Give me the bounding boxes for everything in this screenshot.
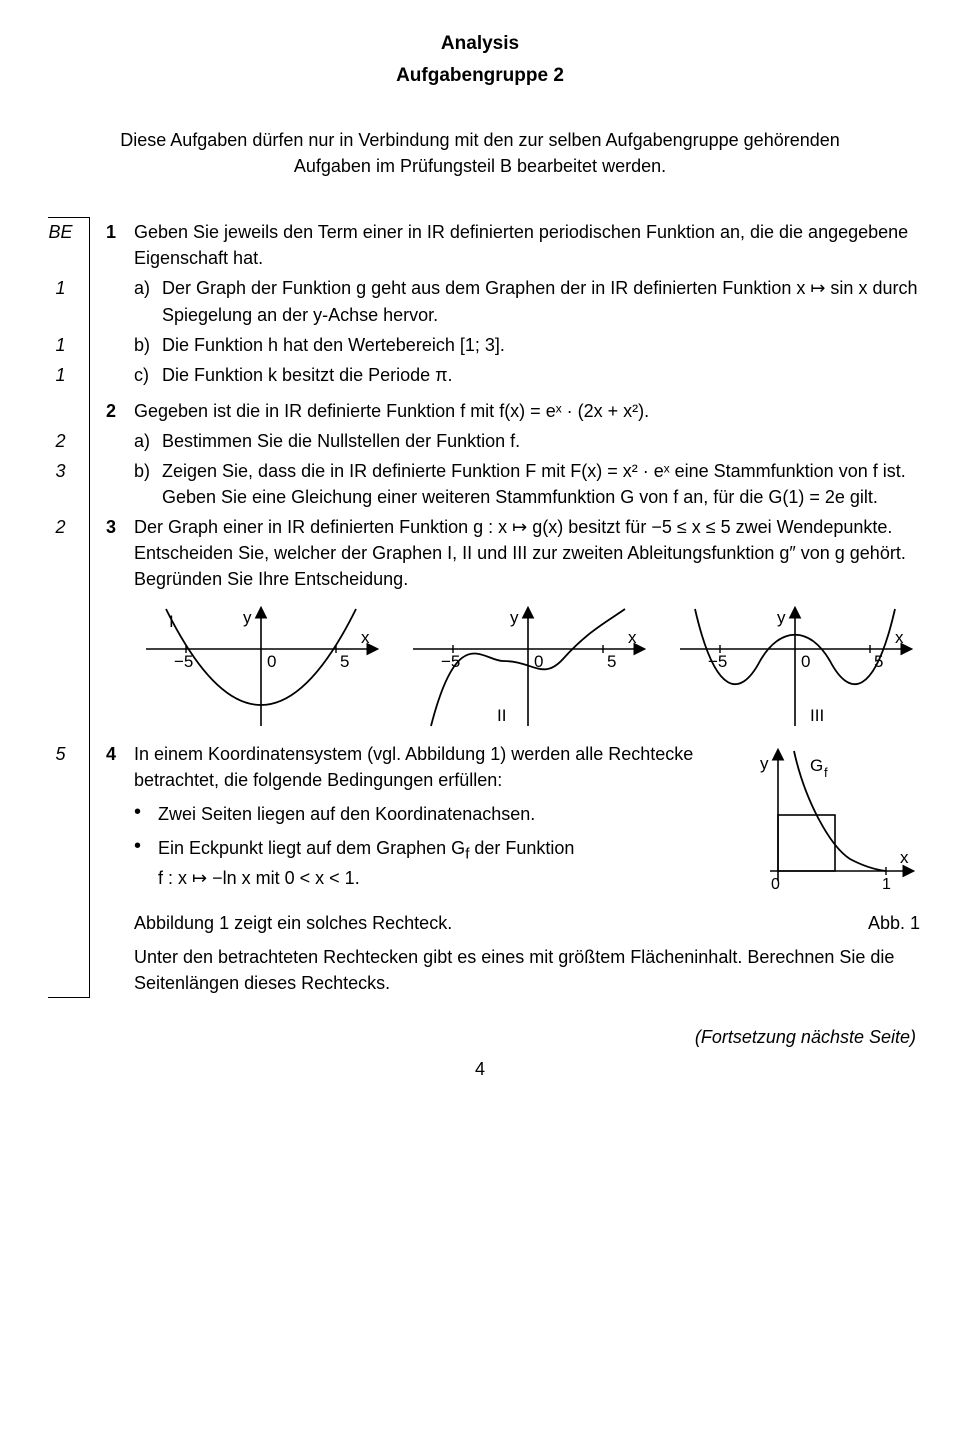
graph-II: −5 0 5 x y II	[403, 601, 653, 731]
g2-y: y	[510, 608, 519, 627]
q2b-formula: F(x) = x² · eˣ	[570, 461, 669, 481]
q4-closing: Unter den betrachteten Rechtecken gibt e…	[106, 944, 920, 996]
q4-b2-mid: der Funktion	[469, 838, 574, 858]
q4-cell: 4 In einem Koordinatensystem (vgl. Abbil…	[90, 739, 920, 998]
q1c-label: c)	[134, 362, 162, 388]
q4-b2-domain: 0 < x < 1	[285, 868, 355, 888]
graph-I: −5 0 5 x y I	[136, 601, 386, 731]
q2-intro-formula: f(x) = eˣ · (2x + x²)	[499, 401, 644, 421]
q1a-cell: a) Der Graph der Funktion g geht aus dem…	[90, 273, 920, 329]
g3-y: y	[777, 608, 786, 627]
q1b-text: Die Funktion h hat den Wertebereich [1; …	[162, 332, 505, 358]
q4-number: 4	[106, 741, 134, 767]
q1-intro: Geben Sie jeweils den Term einer in IR d…	[134, 219, 920, 271]
intro-text: Diese Aufgaben dürfen nur in Verbindung …	[100, 127, 860, 179]
be-q4: 5	[40, 739, 90, 998]
q3-number: 3	[106, 514, 134, 540]
g3-label: III	[810, 706, 824, 725]
be-q1c: 1	[40, 360, 90, 426]
continuation-note: (Fortsetzung nächste Seite)	[40, 1024, 920, 1050]
g1-x: x	[361, 628, 370, 647]
q2-intro-pre: Gegeben ist die in IR definierte Funktio…	[134, 401, 499, 421]
q4-b2-formula: f : x ↦ −ln x	[158, 868, 251, 888]
bullet-icon: •	[134, 835, 158, 857]
g1-zero: 0	[267, 652, 276, 671]
be-q1a: 1	[40, 273, 90, 329]
page-number: 4	[40, 1056, 920, 1082]
graph-III: −5 0 5 x y III	[670, 601, 920, 731]
q2-number: 2	[106, 398, 134, 424]
q3-pre: Der Graph einer in IR definierten Funkti…	[134, 517, 473, 537]
page-title: Analysis	[40, 30, 920, 58]
g1-neg5: −5	[174, 652, 193, 671]
be-q1b: 1	[40, 330, 90, 360]
be-q2b: 3	[40, 456, 90, 512]
q1b-cell: b) Die Funktion h hat den Wertebereich […	[90, 330, 920, 360]
g2-pos5: 5	[607, 652, 616, 671]
q2b-pre: Zeigen Sie, dass die in IR definierte Fu…	[162, 461, 570, 481]
q2b-label: b)	[134, 458, 162, 484]
q3-graphs: −5 0 5 x y I −5 0 5 x y II	[136, 601, 920, 731]
q4-b2-gf: G	[451, 838, 465, 858]
g2-label: II	[497, 706, 506, 725]
q3-mid1: besitzt für	[563, 517, 651, 537]
be-label: BE	[48, 222, 72, 242]
exercise-table: BE 1 Geben Sie jeweils den Term einer in…	[40, 217, 920, 998]
q4-caption-left: Abbildung 1 zeigt ein solches Rechteck.	[134, 910, 452, 936]
q2b-formula2: G(1) = 2e	[768, 487, 845, 507]
q1a-text: Der Graph der Funktion g geht aus dem Gr…	[162, 275, 920, 327]
q2a-label: a)	[134, 428, 162, 454]
q2a-text: Bestimmen Sie die Nullstellen der Funkti…	[162, 428, 520, 454]
q4-caption-right: Abb. 1	[868, 910, 920, 936]
q1c-text: Die Funktion k besitzt die Periode π.	[162, 362, 453, 388]
q1b-label: b)	[134, 332, 162, 358]
q2b-cell: b) Zeigen Sie, dass die in IR definierte…	[90, 456, 920, 512]
g3-x: x	[895, 628, 904, 647]
q4-b2-post: .	[355, 868, 360, 888]
q4-line1: In einem Koordinatensystem (vgl. Abbildu…	[134, 741, 738, 793]
q2b-text: Zeigen Sie, dass die in IR definierte Fu…	[162, 458, 920, 510]
q3-cell: 3 Der Graph einer in IR definierten Funk…	[90, 512, 920, 738]
q4fig-0: 0	[771, 876, 780, 893]
q4-bullet2: Ein Eckpunkt liegt auf dem Graphen Gf de…	[158, 835, 574, 891]
q4fig-x: x	[900, 848, 909, 867]
q4-b2-pre: Ein Eckpunkt liegt auf dem Graphen	[158, 838, 451, 858]
q3-f2: −5 ≤ x ≤ 5	[651, 517, 730, 537]
q4-b2-mid2: mit	[251, 868, 285, 888]
bullet-icon: •	[134, 801, 158, 823]
q1-intro-cell: 1 Geben Sie jeweils den Term einer in IR…	[90, 217, 920, 273]
q3-f1: g : x ↦ g(x)	[473, 517, 563, 537]
q4fig-gf: G	[810, 756, 823, 775]
be-q2a: 2	[40, 426, 90, 456]
g2-x: x	[628, 628, 637, 647]
q4fig-1: 1	[882, 876, 891, 893]
q4-figure: y x 0 1 G f	[750, 741, 920, 901]
q2b-post: gilt.	[845, 487, 878, 507]
q2-intro: Gegeben ist die in IR definierte Funktio…	[134, 398, 649, 424]
q2a-cell: a) Bestimmen Sie die Nullstellen der Fun…	[90, 426, 920, 456]
page-subtitle: Aufgabengruppe 2	[40, 62, 920, 90]
q4fig-gfsub: f	[824, 765, 828, 780]
q4fig-y: y	[760, 754, 769, 773]
q1-number: 1	[106, 219, 134, 245]
be-q3: 2	[40, 512, 90, 738]
g1-y: y	[243, 608, 252, 627]
q4-bullet1: Zwei Seiten liegen auf den Koordinatenac…	[158, 801, 535, 827]
g1-pos5: 5	[340, 652, 349, 671]
q2-intro-post: .	[644, 401, 649, 421]
q1c-q2intro-cell: c) Die Funktion k besitzt die Periode π.…	[90, 360, 920, 426]
be-header: BE	[40, 217, 90, 273]
q3-text: Der Graph einer in IR definierten Funkti…	[134, 514, 920, 592]
q1a-label: a)	[134, 275, 162, 301]
g3-zero: 0	[801, 652, 810, 671]
